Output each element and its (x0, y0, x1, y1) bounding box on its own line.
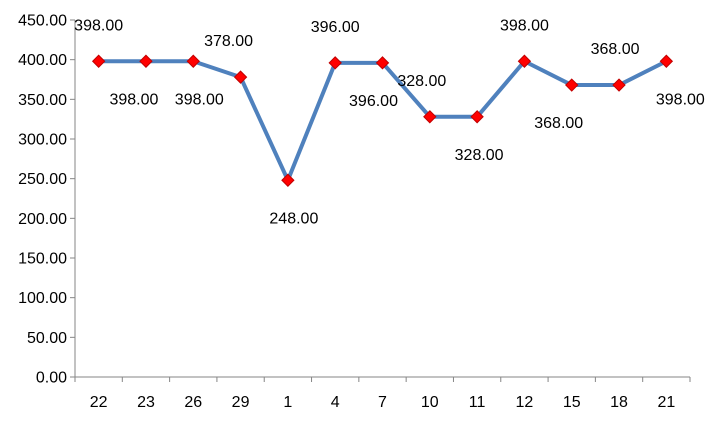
y-tick-label: 400.00 (18, 52, 67, 69)
data-point (91, 54, 106, 68)
data-label: 396.00 (349, 93, 398, 110)
data-point (328, 56, 342, 70)
y-tick-label: 150.00 (18, 251, 67, 268)
data-point (233, 70, 248, 84)
data-point (281, 173, 295, 187)
data-label: 328.00 (397, 73, 446, 90)
data-point (470, 110, 484, 124)
data-label: 368.00 (534, 115, 583, 132)
series-layer (91, 54, 674, 187)
data-point (139, 54, 153, 68)
data-label: 396.00 (311, 19, 360, 36)
x-tick-label: 29 (232, 394, 250, 411)
data-label: 398.00 (175, 91, 224, 108)
data-label: 398.00 (656, 91, 705, 108)
y-tick-label: 250.00 (18, 171, 67, 188)
y-tick-label: 350.00 (18, 92, 67, 109)
data-labels: 398.00 398.00 398.00 378.00 248.00 396.00 396.… (74, 17, 705, 227)
x-tick-label: 10 (421, 394, 439, 411)
y-tick-label: 50.00 (27, 330, 67, 347)
y-tick-label: 300.00 (18, 132, 67, 149)
x-tick-label: 1 (283, 394, 292, 411)
y-tick-label: 450.00 (18, 13, 67, 30)
data-label: 248.00 (269, 210, 318, 227)
data-label: 378.00 (204, 33, 253, 50)
x-tick-label: 26 (184, 394, 202, 411)
x-tick-label: 15 (563, 394, 581, 411)
x-tick-label: 21 (657, 394, 675, 411)
x-axis: 22 23 26 29 1 4 7 10 11 12 15 18 21 (74, 376, 691, 411)
data-point (423, 110, 437, 124)
x-tick-label: 12 (516, 394, 534, 411)
data-label: 398.00 (500, 17, 549, 34)
data-label: 398.00 (109, 91, 158, 108)
data-point (186, 54, 200, 68)
data-point (517, 54, 532, 68)
y-axis: 0.00 50.00 100.00 150.00 200.00 250.00 300.00 3… (18, 13, 76, 387)
data-point (375, 56, 390, 70)
data-label: 368.00 (591, 41, 640, 58)
data-point (565, 78, 579, 92)
x-tick-label: 22 (90, 394, 108, 411)
x-tick-label: 4 (331, 394, 340, 411)
y-tick-label: 0.00 (36, 370, 67, 387)
y-tick-label: 100.00 (18, 290, 67, 307)
data-point (659, 54, 674, 68)
data-label: 328.00 (455, 147, 504, 164)
x-tick-label: 18 (610, 394, 628, 411)
x-tick-label: 7 (378, 394, 387, 411)
x-tick-label: 23 (137, 394, 155, 411)
x-tick-label: 11 (469, 394, 486, 411)
y-tick-label: 200.00 (18, 211, 67, 228)
data-label: 398.00 (74, 17, 123, 34)
data-point (612, 78, 626, 92)
